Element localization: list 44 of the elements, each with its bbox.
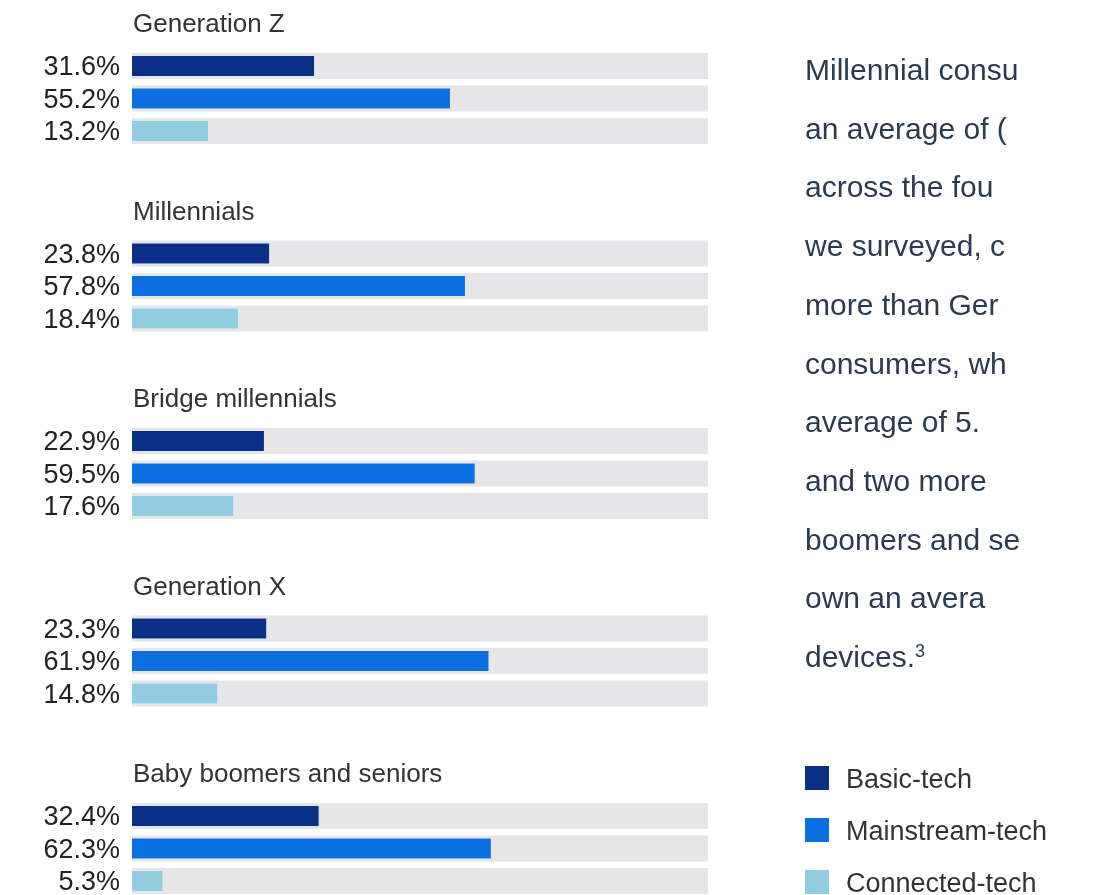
bar: [132, 618, 267, 639]
text: devices.$^{3}$: [805, 640, 926, 673]
legend-label: Connected-tech: [846, 868, 1037, 895]
legend-label: Mainstream-tech: [846, 816, 1048, 846]
data-label: 13.2%: [43, 116, 120, 146]
data-label: 18.4%: [43, 303, 120, 334]
data-label: 57.8%: [43, 271, 120, 301]
data-label: 23.8%: [43, 238, 120, 269]
bar: [132, 56, 315, 76]
y-tick-label: Baby boomers and seniors: [133, 758, 443, 788]
bar: [132, 308, 238, 329]
y-tick-label: Bridge millennials: [133, 383, 337, 413]
data-label: 22.9%: [43, 426, 120, 456]
data-label: 32.4%: [43, 801, 120, 831]
legend-label: Basic-tech: [846, 764, 973, 794]
bar: [132, 806, 319, 826]
data-label: 62.3%: [43, 833, 120, 864]
text: boomers and se: [805, 522, 1021, 556]
bar: [132, 121, 209, 141]
y-tick-label: Generation X: [133, 570, 287, 601]
data-label: 59.5%: [43, 458, 120, 489]
data-label: 23.3%: [43, 613, 120, 644]
data-label: 14.8%: [43, 678, 120, 709]
bar: [132, 243, 270, 264]
text: own an avera: [805, 581, 986, 615]
data-label: 17.6%: [43, 491, 120, 521]
text: we surveyed, c: [804, 229, 1006, 263]
text: average of 5.: [805, 405, 981, 439]
bar: [132, 496, 234, 516]
data-label: 61.9%: [43, 646, 120, 676]
bar: [132, 431, 264, 451]
y-tick-label: Generation Z: [133, 8, 285, 38]
bar: [132, 871, 163, 891]
text: more than Ger: [805, 287, 999, 321]
data-label: 31.6%: [43, 51, 120, 81]
y-tick-label: Millennials: [133, 195, 255, 226]
text: an average of (: [805, 111, 1007, 145]
text: consumers, wh: [805, 346, 1007, 380]
text: and two more: [805, 463, 987, 497]
data-label: 5.3%: [58, 866, 120, 895]
bar: [132, 683, 218, 704]
text: Millennial consu: [805, 53, 1019, 86]
text: across the fou: [805, 170, 994, 204]
data-label: 55.2%: [43, 83, 120, 114]
